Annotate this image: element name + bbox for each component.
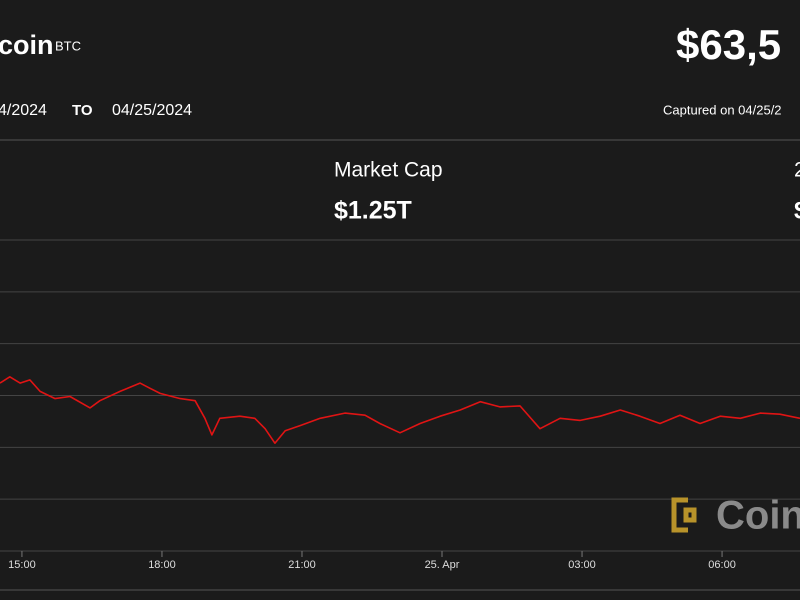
x-tick-label: 06:00 xyxy=(708,559,736,571)
price-line xyxy=(0,376,800,444)
stat-value: $1.25T xyxy=(334,197,412,225)
x-tick-label: 18:00 xyxy=(148,559,176,571)
to-word: TO xyxy=(72,102,93,119)
watermark-logo xyxy=(671,497,697,533)
date-to: 04/25/2024 xyxy=(112,102,192,119)
captured-date: Captured on 04/25/2 xyxy=(663,102,782,117)
stat-label: Market Cap xyxy=(334,159,443,182)
stat2-label: 2 xyxy=(794,159,800,182)
x-tick-label: 03:00 xyxy=(568,559,596,571)
watermark: Coin xyxy=(716,494,800,538)
coin-symbol: BTC xyxy=(55,38,81,53)
x-tick-label: 15:00 xyxy=(8,559,36,571)
price: $63,5 xyxy=(676,21,781,68)
coin-name: coin xyxy=(0,30,54,60)
x-tick-label: 25. Apr xyxy=(425,559,460,571)
date-from: 4/2024 xyxy=(0,102,47,119)
stat2-value: $ xyxy=(794,197,800,225)
x-tick-label: 21:00 xyxy=(288,559,316,571)
